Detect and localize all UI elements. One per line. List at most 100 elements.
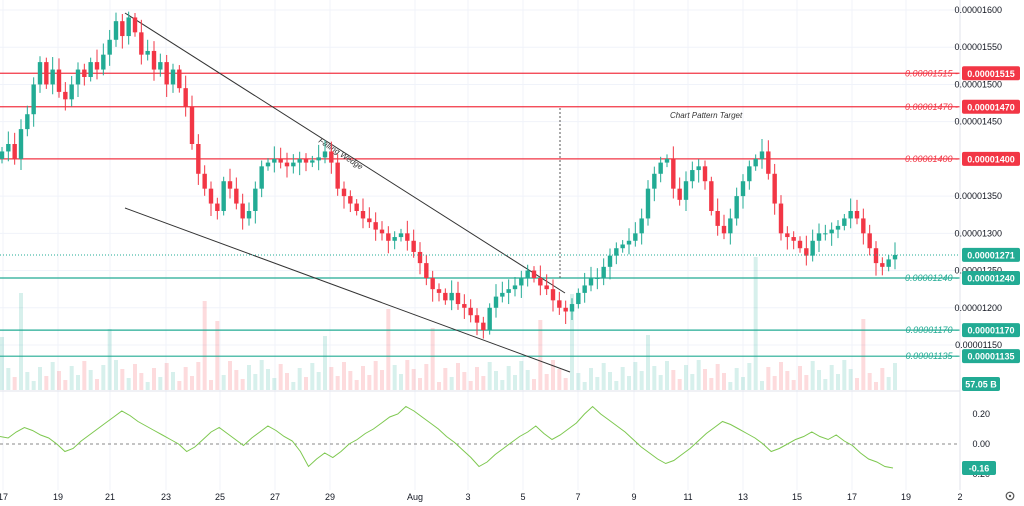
volume-bar xyxy=(221,375,226,390)
volume-bar xyxy=(620,367,625,390)
wedge-upper-line[interactable] xyxy=(124,12,566,294)
candle-body xyxy=(601,266,606,278)
candle-body xyxy=(626,240,632,245)
time-tick-label: 5 xyxy=(520,492,525,502)
candle-body xyxy=(329,151,334,163)
volume-bar xyxy=(880,368,885,390)
candle-body xyxy=(683,181,689,200)
candle-body xyxy=(6,144,11,152)
volume-bar xyxy=(684,365,688,390)
settings-button[interactable] xyxy=(1005,491,1015,501)
volume-bar xyxy=(652,366,657,390)
volume-bar xyxy=(101,365,106,390)
level-label: 0.00001400 - xyxy=(905,154,958,164)
volume-bar xyxy=(76,375,80,390)
candle-body xyxy=(829,229,834,234)
time-tick-label: 7 xyxy=(575,492,580,502)
volume-bar xyxy=(291,382,296,390)
volume-bar xyxy=(595,377,600,390)
volume-bar xyxy=(12,377,17,390)
volume-bar xyxy=(582,382,587,390)
candle-body xyxy=(721,225,727,234)
candle-body xyxy=(69,84,74,100)
volume-bar xyxy=(278,364,283,390)
candle-body xyxy=(563,307,568,312)
candle-body xyxy=(164,62,169,85)
volume-bar xyxy=(335,376,340,390)
last-price-badge-text: 0.00001271 xyxy=(967,250,1015,260)
price-tick-label: 0.00001350 xyxy=(954,191,1002,201)
candle-body xyxy=(335,162,340,189)
volume-bar xyxy=(715,364,720,390)
chart-pattern-target-label: Chart Pattern Target xyxy=(670,111,743,120)
level-label: 0.00001240 - xyxy=(905,273,958,283)
candle-body xyxy=(880,263,885,267)
candle-body xyxy=(291,162,296,167)
candle-body xyxy=(645,188,651,219)
volume-bar xyxy=(589,368,593,390)
level-label: 0.00001135 - xyxy=(906,351,958,361)
candle-body xyxy=(696,166,701,171)
volume-bar xyxy=(734,368,739,390)
wedge-lower-line[interactable] xyxy=(124,207,571,373)
volume-bar xyxy=(316,372,321,390)
candle-body xyxy=(215,203,220,211)
volume-bar xyxy=(886,377,891,390)
candle-body xyxy=(848,211,853,219)
volume-bar xyxy=(760,381,764,390)
level-badge xyxy=(962,323,1020,338)
axis-badges: 0.00001515 0.00001470 0.00001400 0.00001240… xyxy=(962,66,1020,475)
volume-bar xyxy=(57,371,61,390)
candle-body xyxy=(835,225,841,230)
candle-body xyxy=(544,285,549,290)
volume-bar xyxy=(297,368,302,390)
volume-bar xyxy=(836,374,840,390)
candle-body xyxy=(734,196,739,219)
level-label: 0.00001170 - xyxy=(906,325,958,335)
volume-bar xyxy=(475,367,479,390)
volume-bar xyxy=(69,366,74,390)
volume-bar xyxy=(563,378,568,390)
candle-body xyxy=(449,292,454,301)
volume-bar xyxy=(114,360,118,390)
level-badge-text: 0.00001515 xyxy=(967,69,1015,79)
price-tick-label: 0.00001500 xyxy=(954,79,1002,89)
volume-bar xyxy=(449,377,454,390)
candle-body xyxy=(63,91,68,100)
volume-bar xyxy=(709,378,714,390)
candle-body xyxy=(804,248,809,256)
volume-bar xyxy=(842,360,847,390)
volume-bar xyxy=(810,361,815,390)
candle-body xyxy=(297,158,302,163)
volume-bar xyxy=(677,379,682,390)
volume-badge xyxy=(962,377,1000,391)
candle-body xyxy=(702,166,708,182)
candle-body xyxy=(202,173,207,189)
volume-bar xyxy=(405,360,410,390)
volume-bar xyxy=(798,366,802,390)
candle-body xyxy=(740,181,746,197)
candle-body xyxy=(538,278,543,286)
candle-body xyxy=(753,158,758,167)
volume-bar xyxy=(361,366,365,390)
candle-body xyxy=(284,162,290,167)
candle-body xyxy=(671,158,676,189)
volume-bar xyxy=(525,370,530,390)
candle-body xyxy=(455,292,461,305)
candle-body xyxy=(37,62,43,85)
candle-body xyxy=(633,233,638,241)
candle-body xyxy=(50,69,55,85)
volume-bar xyxy=(532,379,536,390)
volume-bar xyxy=(228,361,232,390)
volume-bar xyxy=(31,381,36,390)
candle-body xyxy=(44,62,49,85)
candle-body xyxy=(886,259,891,267)
volume-bar xyxy=(424,364,429,390)
grid xyxy=(0,0,961,490)
candle-body xyxy=(170,69,176,85)
volume-bar xyxy=(139,373,144,390)
candle-body xyxy=(0,151,5,159)
level-badge xyxy=(962,66,1020,81)
volume-bar xyxy=(785,371,790,390)
volume-bar xyxy=(25,372,30,390)
